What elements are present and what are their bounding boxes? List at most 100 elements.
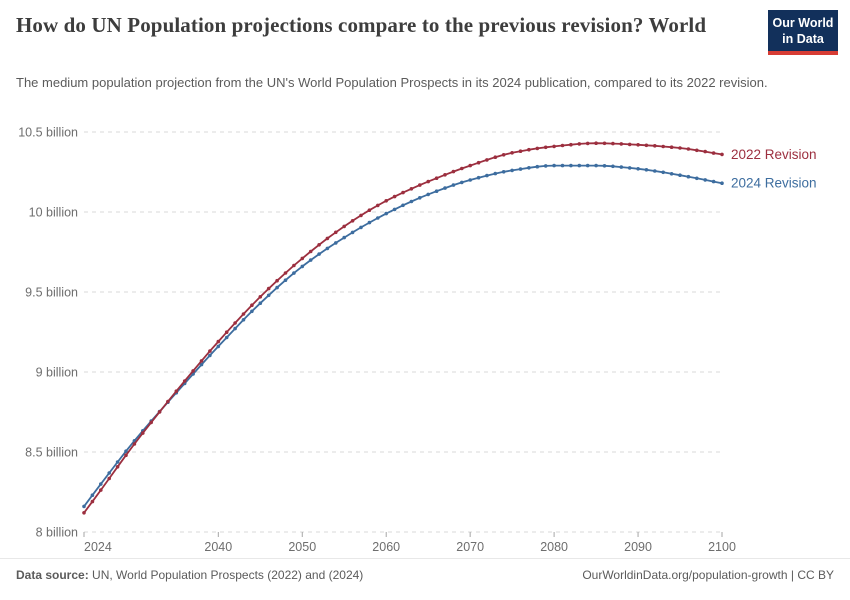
series-point-2022-revision[interactable] [350, 219, 355, 223]
series-point-2022-revision[interactable] [174, 389, 179, 394]
series-point-2024-revision[interactable] [577, 163, 582, 168]
series-point-2024-revision[interactable] [266, 293, 271, 298]
series-point-2024-revision[interactable] [409, 199, 414, 204]
series-point-2024-revision[interactable] [392, 207, 397, 212]
series-point-2022-revision[interactable] [149, 420, 153, 425]
series-point-2022-revision[interactable] [99, 488, 103, 492]
series-point-2022-revision[interactable] [695, 148, 699, 153]
series-point-2024-revision[interactable] [300, 264, 305, 269]
series-point-2022-revision[interactable] [493, 155, 498, 159]
series-point-2022-revision[interactable] [107, 476, 111, 481]
series-point-2022-revision[interactable] [552, 144, 556, 149]
series-point-2022-revision[interactable] [208, 349, 212, 353]
series-point-2024-revision[interactable] [350, 230, 355, 235]
series-point-2024-revision[interactable] [619, 165, 624, 169]
series-point-2024-revision[interactable] [107, 471, 111, 475]
series-point-2022-revision[interactable] [250, 303, 254, 308]
series-point-2024-revision[interactable] [552, 163, 556, 168]
series-point-2022-revision[interactable] [115, 465, 120, 469]
series-point-2024-revision[interactable] [476, 175, 481, 180]
series-point-2022-revision[interactable] [501, 153, 506, 157]
series-line-2024-revision[interactable] [83, 164, 723, 507]
series-point-2024-revision[interactable] [636, 167, 640, 171]
series-point-2024-revision[interactable] [602, 164, 607, 168]
series-point-2022-revision[interactable] [577, 142, 582, 146]
series-point-2024-revision[interactable] [124, 449, 128, 454]
series-point-2024-revision[interactable] [585, 163, 590, 168]
series-point-2022-revision[interactable] [401, 190, 405, 195]
series-point-2022-revision[interactable] [191, 369, 195, 373]
series-point-2024-revision[interactable] [501, 170, 506, 174]
series-point-2024-revision[interactable] [199, 362, 204, 367]
series-point-2022-revision[interactable] [124, 453, 128, 458]
series-point-2022-revision[interactable] [627, 142, 632, 147]
series-point-2022-revision[interactable] [376, 203, 380, 208]
series-point-2022-revision[interactable] [258, 295, 263, 299]
series-point-2024-revision[interactable] [283, 278, 288, 283]
series-point-2022-revision[interactable] [132, 442, 137, 446]
series-point-2024-revision[interactable] [241, 318, 246, 322]
series-point-2024-revision[interactable] [493, 171, 498, 176]
series-point-2024-revision[interactable] [703, 178, 707, 182]
series-point-2022-revision[interactable] [182, 379, 187, 383]
series-point-2024-revision[interactable] [644, 168, 649, 172]
series-point-2022-revision[interactable] [711, 151, 716, 155]
series-point-2022-revision[interactable] [669, 145, 674, 149]
series-point-2024-revision[interactable] [611, 164, 615, 169]
series-point-2022-revision[interactable] [342, 224, 347, 229]
series-point-2024-revision[interactable] [711, 179, 716, 184]
series-point-2022-revision[interactable] [543, 145, 548, 150]
series-point-2024-revision[interactable] [90, 493, 95, 498]
series-point-2024-revision[interactable] [451, 183, 456, 187]
series-point-2024-revision[interactable] [426, 192, 431, 197]
series-point-2024-revision[interactable] [527, 166, 531, 170]
series-point-2022-revision[interactable] [157, 410, 162, 414]
series-point-2024-revision[interactable] [535, 164, 540, 169]
series-point-2022-revision[interactable] [325, 236, 330, 241]
series-point-2022-revision[interactable] [367, 208, 372, 212]
series-point-2024-revision[interactable] [720, 181, 724, 185]
series-point-2022-revision[interactable] [317, 243, 321, 247]
series-point-2022-revision[interactable] [266, 286, 271, 291]
series-point-2024-revision[interactable] [317, 252, 321, 256]
series-point-2022-revision[interactable] [308, 249, 313, 254]
series-point-2022-revision[interactable] [82, 511, 86, 515]
series-point-2024-revision[interactable] [695, 176, 699, 181]
series-point-2022-revision[interactable] [90, 499, 95, 504]
series-point-2022-revision[interactable] [275, 278, 279, 283]
series-point-2024-revision[interactable] [250, 309, 254, 314]
series-point-2024-revision[interactable] [686, 174, 691, 179]
series-point-2024-revision[interactable] [669, 172, 674, 176]
series-point-2022-revision[interactable] [594, 141, 598, 145]
series-point-2022-revision[interactable] [224, 330, 229, 335]
series-point-2024-revision[interactable] [359, 225, 363, 230]
series-point-2022-revision[interactable] [661, 144, 665, 149]
series-point-2022-revision[interactable] [443, 173, 447, 177]
series-point-2022-revision[interactable] [460, 166, 464, 171]
series-point-2022-revision[interactable] [241, 312, 246, 316]
owid-url-and-license[interactable]: OurWorldinData.org/population-growth | C… [582, 568, 834, 582]
series-point-2022-revision[interactable] [602, 141, 607, 146]
owid-logo[interactable]: Our World in Data [768, 10, 838, 55]
series-point-2024-revision[interactable] [485, 173, 489, 178]
series-point-2024-revision[interactable] [292, 271, 296, 275]
series-point-2024-revision[interactable] [653, 169, 657, 173]
series-point-2022-revision[interactable] [468, 163, 473, 168]
series-point-2024-revision[interactable] [275, 285, 279, 290]
series-point-2022-revision[interactable] [426, 179, 431, 184]
series-point-2024-revision[interactable] [325, 246, 330, 251]
series-point-2024-revision[interactable] [208, 353, 212, 358]
series-point-2022-revision[interactable] [644, 143, 649, 148]
series-point-2022-revision[interactable] [334, 230, 338, 235]
series-point-2024-revision[interactable] [418, 196, 422, 200]
series-point-2024-revision[interactable] [543, 164, 548, 168]
series-point-2024-revision[interactable] [258, 301, 263, 306]
series-point-2024-revision[interactable] [82, 504, 86, 509]
series-point-2024-revision[interactable] [233, 326, 237, 331]
series-point-2024-revision[interactable] [594, 163, 598, 168]
series-point-2024-revision[interactable] [224, 335, 229, 340]
series-point-2024-revision[interactable] [367, 220, 372, 225]
series-point-2024-revision[interactable] [334, 241, 338, 245]
series-point-2022-revision[interactable] [384, 199, 389, 203]
series-point-2024-revision[interactable] [216, 344, 221, 349]
